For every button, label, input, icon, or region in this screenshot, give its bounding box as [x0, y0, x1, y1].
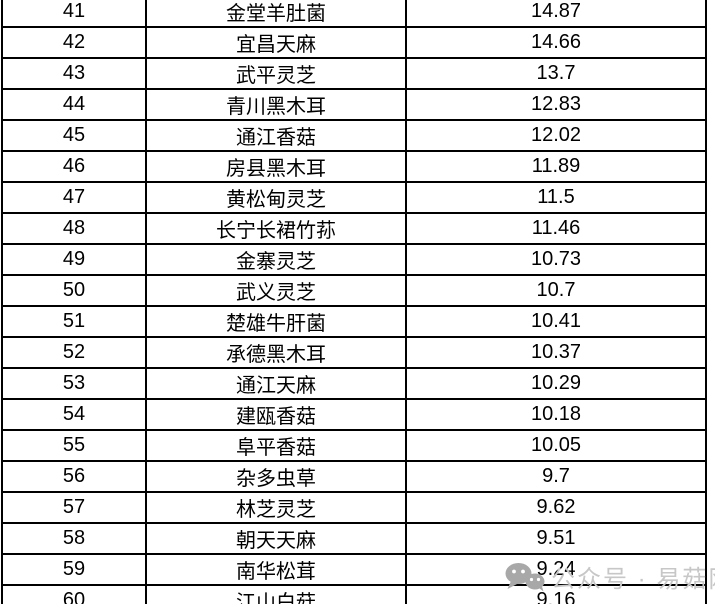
rank-cell: 60	[1, 584, 147, 604]
table-row: 53 通江天麻 10.29	[1, 367, 707, 400]
brand-value-cell: 10.7	[405, 274, 707, 307]
brand-value-cell: 13.7	[405, 57, 707, 90]
rank-cell: 55	[1, 429, 147, 462]
brand-value-cell: 11.89	[405, 150, 707, 183]
table-row: 57 林芝灵芝 9.62	[1, 491, 707, 524]
table-row: 43 武平灵芝 13.7	[1, 57, 707, 90]
brand-value-cell: 10.18	[405, 398, 707, 431]
brand-name-cell: 房县黑木耳	[145, 150, 407, 183]
brand-value-cell: 10.29	[405, 367, 707, 400]
brand-name-cell: 阜平香菇	[145, 429, 407, 462]
rank-cell: 43	[1, 57, 147, 90]
rank-cell: 50	[1, 274, 147, 307]
brand-name-cell: 长宁长裙竹荪	[145, 212, 407, 245]
brand-value-cell: 10.73	[405, 243, 707, 276]
brand-value-cell: 9.16	[405, 584, 707, 604]
brand-name-cell: 楚雄牛肝菌	[145, 305, 407, 338]
brand-name-cell: 杂多虫草	[145, 460, 407, 493]
table-row: 52 承德黑木耳 10.37	[1, 336, 707, 369]
brand-name-cell: 武义灵芝	[145, 274, 407, 307]
brand-value-cell: 10.37	[405, 336, 707, 369]
rank-cell: 51	[1, 305, 147, 338]
table-row: 60 江山白菇 9.16	[1, 584, 707, 604]
brand-value-cell: 12.02	[405, 119, 707, 152]
brand-name-cell: 金寨灵芝	[145, 243, 407, 276]
table-row: 44 青川黑木耳 12.83	[1, 88, 707, 121]
brand-value-cell: 9.51	[405, 522, 707, 555]
table-row: 42 宜昌天麻 14.66	[1, 26, 707, 59]
rank-cell: 52	[1, 336, 147, 369]
rank-cell: 42	[1, 26, 147, 59]
table-row: 58 朝天天麻 9.51	[1, 522, 707, 555]
rank-cell: 49	[1, 243, 147, 276]
rank-cell: 47	[1, 181, 147, 214]
brand-name-cell: 青川黑木耳	[145, 88, 407, 121]
brand-name-cell: 金堂羊肚菌	[145, 0, 407, 28]
rank-cell: 46	[1, 150, 147, 183]
rank-cell: 44	[1, 88, 147, 121]
brand-name-cell: 通江香菇	[145, 119, 407, 152]
table-row: 55 阜平香菇 10.05	[1, 429, 707, 462]
brand-value-cell: 9.7	[405, 460, 707, 493]
rank-cell: 59	[1, 553, 147, 586]
table-row: 54 建瓯香菇 10.18	[1, 398, 707, 431]
brand-value-cell: 12.83	[405, 88, 707, 121]
table-row: 41 金堂羊肚菌 14.87	[1, 0, 707, 28]
brand-name-cell: 江山白菇	[145, 584, 407, 604]
brand-name-cell: 宜昌天麻	[145, 26, 407, 59]
brand-name-cell: 通江天麻	[145, 367, 407, 400]
brand-value-cell: 14.66	[405, 26, 707, 59]
brand-value-cell: 11.5	[405, 181, 707, 214]
brand-name-cell: 黄松甸灵芝	[145, 181, 407, 214]
rank-cell: 56	[1, 460, 147, 493]
table-row: 56 杂多虫草 9.7	[1, 460, 707, 493]
brand-value-cell: 14.87	[405, 0, 707, 28]
table-row: 51 楚雄牛肝菌 10.41	[1, 305, 707, 338]
brand-value-cell: 9.62	[405, 491, 707, 524]
table-row: 47 黄松甸灵芝 11.5	[1, 181, 707, 214]
brand-value-cell: 10.41	[405, 305, 707, 338]
table-row: 50 武义灵芝 10.7	[1, 274, 707, 307]
table-row: 48 长宁长裙竹荪 11.46	[1, 212, 707, 245]
brand-value-cell: 10.05	[405, 429, 707, 462]
brand-name-cell: 林芝灵芝	[145, 491, 407, 524]
brand-name-cell: 承德黑木耳	[145, 336, 407, 369]
rank-cell: 53	[1, 367, 147, 400]
rank-cell: 45	[1, 119, 147, 152]
rank-cell: 58	[1, 522, 147, 555]
brand-name-cell: 武平灵芝	[145, 57, 407, 90]
brand-value-cell: 11.46	[405, 212, 707, 245]
rank-cell: 41	[1, 0, 147, 28]
table-row: 45 通江香菇 12.02	[1, 119, 707, 152]
rank-cell: 54	[1, 398, 147, 431]
table-row: 46 房县黑木耳 11.89	[1, 150, 707, 183]
brand-name-cell: 建瓯香菇	[145, 398, 407, 431]
rank-cell: 48	[1, 212, 147, 245]
table-row: 49 金寨灵芝 10.73	[1, 243, 707, 276]
rank-cell: 57	[1, 491, 147, 524]
brand-name-cell: 南华松茸	[145, 553, 407, 586]
brand-value-cell: 9.24	[405, 553, 707, 586]
table-row: 59 南华松茸 9.24	[1, 553, 707, 586]
brand-name-cell: 朝天天麻	[145, 522, 407, 555]
